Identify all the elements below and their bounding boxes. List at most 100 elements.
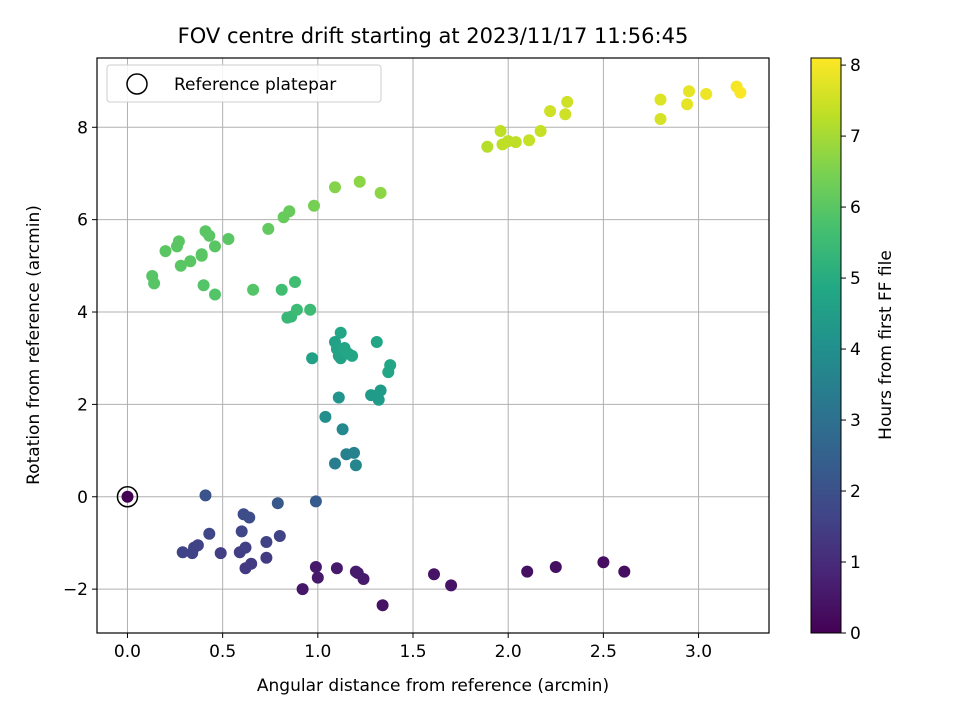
data-point [308,199,320,212]
colorbar-tick-label: 8 [850,56,861,76]
data-point [374,384,387,397]
data-point [348,446,360,459]
data-point [283,205,296,218]
x-tick-label: 1.5 [399,642,426,662]
data-point [334,326,347,339]
x-tick-label: 0.5 [209,642,236,662]
reference-point-ring [116,486,139,508]
x-axis-label: Angular distance from reference (arcmin) [257,676,609,696]
data-point [309,561,322,573]
data-point [734,86,747,99]
data-point [374,186,387,199]
data-point [370,336,383,348]
legend-label: Reference platepar [174,75,336,95]
scatter-points [121,80,747,612]
data-point [148,277,161,290]
reference-marker [116,486,139,508]
data-point [209,240,221,253]
data-point [306,352,319,365]
data-point [319,410,332,423]
y-tick-label: 4 [77,303,88,323]
data-point [332,391,345,404]
y-tick-label: 6 [77,211,88,231]
colorbar [810,57,842,634]
colorbar-tick-label: 2 [850,482,861,502]
data-point [654,113,667,125]
data-point [121,490,134,503]
data-point [683,85,695,98]
data-point [376,599,389,612]
data-point [311,571,324,584]
data-point [172,235,185,248]
data-point [618,565,631,578]
y-tick-label: −2 [63,580,88,600]
data-point [260,551,273,564]
data-point [372,393,385,406]
data-point [481,140,494,153]
legend-box [106,64,382,103]
data-point [209,288,221,301]
data-point [203,229,216,242]
colorbar-ticks: 0 1 2 3 4 5 6 7 8 [841,56,861,644]
colorbar-tick-label: 7 [850,127,861,147]
x-tick-label: 1.0 [304,642,331,662]
data-point [184,255,197,268]
data-point [214,547,227,560]
data-point [197,279,210,292]
data-point [275,283,288,296]
data-point [336,423,349,436]
data-point [534,125,547,137]
data-point [349,459,362,472]
data-point [222,233,235,245]
data-point [174,259,187,272]
data-point [176,546,189,559]
data-point [494,125,507,137]
colorbar-tick-label: 4 [850,340,861,360]
x-tick-label: 2.0 [495,642,522,662]
data-point [357,573,370,585]
data-point [247,283,260,296]
data-point [309,495,322,508]
colorbar-tick-label: 3 [850,411,861,431]
data-point [290,303,303,316]
colorbar-tick-label: 6 [850,198,861,218]
data-point [262,222,275,235]
colorbar-tick-label: 5 [850,269,861,289]
data-point [271,497,284,510]
data-point [235,525,248,538]
data-point [203,527,216,540]
data-point [330,562,343,575]
data-point [561,95,574,108]
data-point [549,561,562,573]
data-point [289,276,301,288]
y-tick-label: 8 [77,118,88,138]
data-point [597,556,610,569]
data-point [521,565,534,578]
data-point [304,303,317,316]
data-point [239,541,252,554]
data-point [346,349,359,362]
legend-reference-marker [126,73,148,95]
data-point [681,98,694,111]
data-point [273,530,286,542]
data-point [523,134,536,147]
colorbar-label: Hours from first FF file [876,250,896,440]
data-point [654,93,667,106]
data-point [559,108,572,121]
data-point [191,539,204,552]
data-point [445,579,458,592]
data-point [353,175,366,188]
y-axis-label: Rotation from reference (arcmin) [24,205,44,485]
x-tick-label: 0.0 [114,642,141,662]
data-point [195,248,208,261]
x-tick-label: 3.0 [685,642,712,662]
data-point [428,568,440,581]
y-axis-ticks: −2 0 2 4 6 8 [63,118,97,600]
data-point [296,583,309,596]
y-tick-label: 2 [77,395,88,415]
x-axis-ticks: 0.0 0.5 1.0 1.5 2.0 2.5 3.0 [114,633,712,662]
legend: Reference platepar [106,64,382,103]
data-point [329,181,341,194]
data-point [159,245,172,258]
